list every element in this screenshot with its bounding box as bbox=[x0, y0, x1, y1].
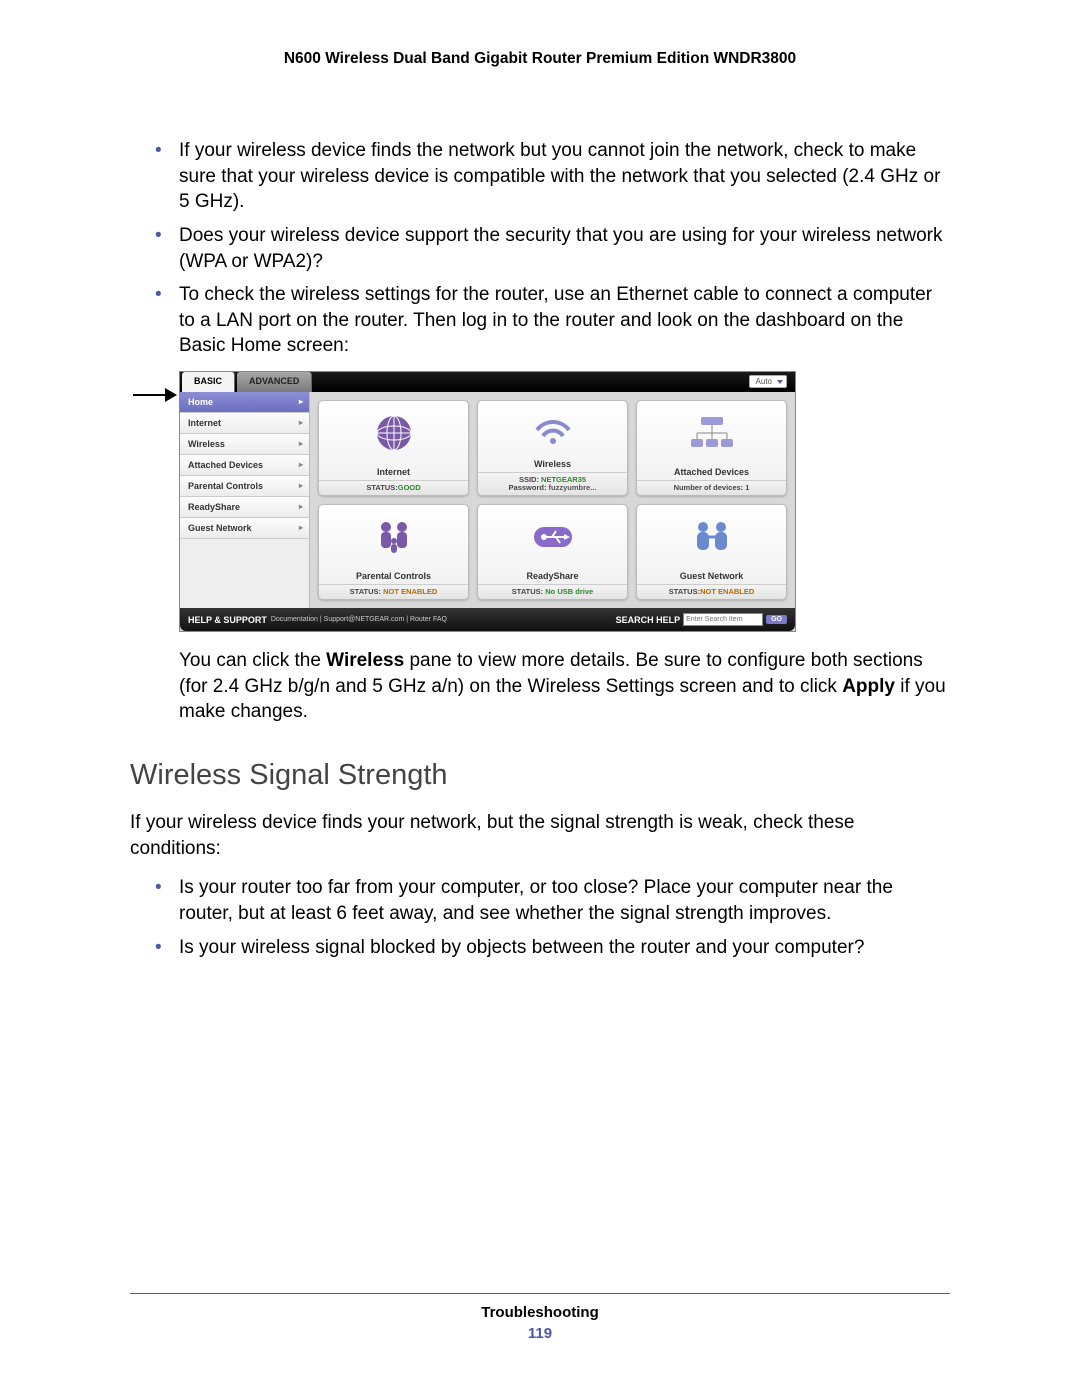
search-help-label: SEARCH HELP bbox=[616, 615, 681, 625]
tab-advanced[interactable]: ADVANCED bbox=[237, 372, 312, 392]
sidebar-item-internet[interactable]: Internet▸ bbox=[180, 413, 309, 434]
wifi-icon bbox=[531, 401, 575, 456]
card-guest-network[interactable]: Guest Network STATUS:NOT ENABLED bbox=[636, 504, 787, 600]
go-button[interactable]: GO bbox=[766, 615, 787, 624]
page-footer: Troubleshooting 119 bbox=[130, 1293, 950, 1342]
card-title: Parental Controls bbox=[356, 568, 431, 584]
auto-refresh-dropdown[interactable]: Auto bbox=[749, 375, 787, 388]
card-readyshare[interactable]: ReadyShare STATUS: No USB drive bbox=[477, 504, 628, 600]
tab-basic[interactable]: BASIC bbox=[182, 372, 235, 392]
tab-bar: BASIC ADVANCED Auto bbox=[180, 372, 795, 392]
paragraph: If your wireless device finds your netwo… bbox=[130, 810, 950, 861]
sidebar-item-wireless[interactable]: Wireless▸ bbox=[180, 434, 309, 455]
dashboard: Internet STATUS:GOOD Wireless SSID: NETG… bbox=[310, 392, 795, 608]
sidebar-item-home[interactable]: Home▸ bbox=[180, 392, 309, 413]
sidebar-item-guest[interactable]: Guest Network▸ bbox=[180, 518, 309, 539]
globe-icon bbox=[374, 401, 414, 464]
pointer-arrow-icon bbox=[133, 388, 177, 402]
search-help-input[interactable] bbox=[683, 613, 763, 626]
sidebar-item-parental[interactable]: Parental Controls▸ bbox=[180, 476, 309, 497]
document-title: N600 Wireless Dual Band Gigabit Router P… bbox=[130, 50, 950, 68]
card-title: Internet bbox=[377, 464, 410, 480]
card-attached-devices[interactable]: Attached Devices Number of devices: 1 bbox=[636, 400, 787, 496]
bullet-item: To check the wireless settings for the r… bbox=[155, 282, 950, 359]
card-title: Attached Devices bbox=[674, 464, 749, 480]
card-parental-controls[interactable]: Parental Controls STATUS: NOT ENABLED bbox=[318, 504, 469, 600]
card-status: STATUS: NOT ENABLED bbox=[319, 584, 468, 599]
sidebar-item-attached[interactable]: Attached Devices▸ bbox=[180, 455, 309, 476]
family-icon bbox=[372, 505, 416, 568]
sidebar-item-readyshare[interactable]: ReadyShare▸ bbox=[180, 497, 309, 518]
card-title: Wireless bbox=[534, 456, 571, 472]
paragraph: You can click the Wireless pane to view … bbox=[130, 648, 950, 725]
card-status: SSID: NETGEAR35Password: fuzzyumbre... bbox=[478, 472, 627, 496]
bullet-item: Does your wireless device support the se… bbox=[155, 223, 950, 274]
footer-page-number: 119 bbox=[130, 1325, 950, 1342]
card-status: STATUS:NOT ENABLED bbox=[637, 584, 786, 599]
card-internet[interactable]: Internet STATUS:GOOD bbox=[318, 400, 469, 496]
card-title: ReadyShare bbox=[526, 568, 578, 584]
help-links[interactable]: Documentation | Support@NETGEAR.com | Ro… bbox=[271, 616, 447, 623]
bullet-item: Is your wireless signal blocked by objec… bbox=[155, 935, 950, 961]
card-status: Number of devices: 1 bbox=[637, 480, 786, 495]
card-status: STATUS: No USB drive bbox=[478, 584, 627, 599]
usb-icon bbox=[530, 505, 576, 568]
sidebar: Home▸ Internet▸ Wireless▸ Attached Devic… bbox=[180, 392, 310, 608]
bullet-list-1: If your wireless device finds the networ… bbox=[130, 138, 950, 359]
people-icon bbox=[689, 505, 735, 568]
card-status: STATUS:GOOD bbox=[319, 480, 468, 495]
help-footer: HELP & SUPPORT Documentation | Support@N… bbox=[180, 608, 795, 631]
network-icon bbox=[687, 401, 737, 464]
bullet-list-2: Is your router too far from your compute… bbox=[130, 875, 950, 960]
bullet-item: If your wireless device finds the networ… bbox=[155, 138, 950, 215]
router-screenshot: BASIC ADVANCED Auto Home▸ Internet▸ Wire… bbox=[179, 371, 950, 632]
help-support-label: HELP & SUPPORT bbox=[188, 615, 267, 625]
card-wireless[interactable]: Wireless SSID: NETGEAR35Password: fuzzyu… bbox=[477, 400, 628, 496]
bullet-item: Is your router too far from your compute… bbox=[155, 875, 950, 926]
card-title: Guest Network bbox=[680, 568, 744, 584]
footer-section: Troubleshooting bbox=[130, 1304, 950, 1321]
section-heading: Wireless Signal Strength bbox=[130, 759, 950, 792]
